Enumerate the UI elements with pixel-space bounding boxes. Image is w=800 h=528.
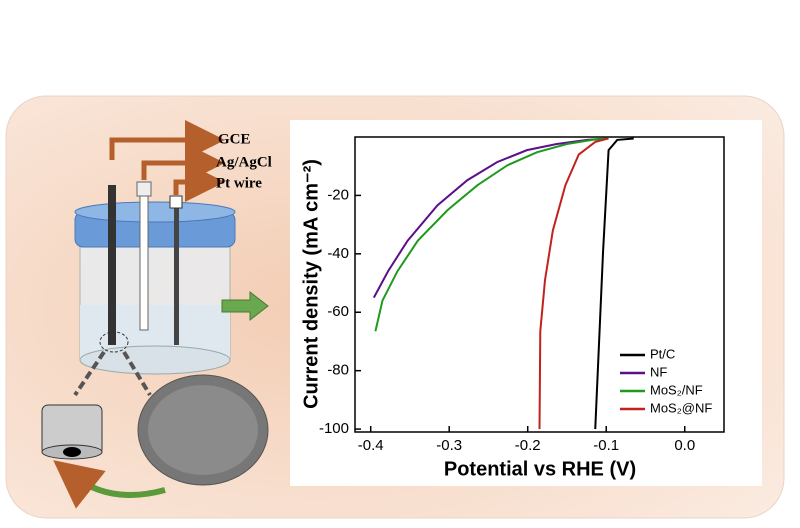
y-tick-label: -100 [319, 420, 349, 437]
x-tick-label: -0.1 [593, 437, 619, 454]
series-line [594, 137, 634, 430]
legend-label: MoS₂@NF [650, 400, 712, 415]
x-axis-label: Potential vs RHE (V) [444, 458, 636, 480]
y-tick-label: -40 [327, 245, 349, 262]
x-tick-label: 0.0 [674, 437, 695, 454]
legend-label: MoS₂/NF [650, 382, 703, 397]
series-line [372, 137, 608, 299]
series-line [538, 137, 609, 430]
series-line [374, 137, 608, 332]
y-axis-label: Current density (mA cm⁻²) [300, 159, 322, 409]
y-tick-label: -80 [327, 362, 349, 379]
legend-label: NF [650, 364, 667, 379]
cell-diagram [41, 120, 269, 509]
x-tick-label: -0.4 [358, 437, 384, 454]
plot-frame [354, 136, 725, 433]
x-tick-label: -0.2 [515, 437, 541, 454]
reference-label: Ag/AgCl [216, 154, 272, 170]
y-tick-label: -60 [327, 303, 349, 320]
x-tick-label: -0.3 [436, 437, 462, 454]
chart-background [290, 120, 762, 486]
counter-label: Pt wire [216, 175, 262, 191]
legend-label: Pt/C [650, 346, 675, 361]
gce-label: GCE [218, 131, 251, 147]
y-tick-label: -20 [327, 186, 349, 203]
